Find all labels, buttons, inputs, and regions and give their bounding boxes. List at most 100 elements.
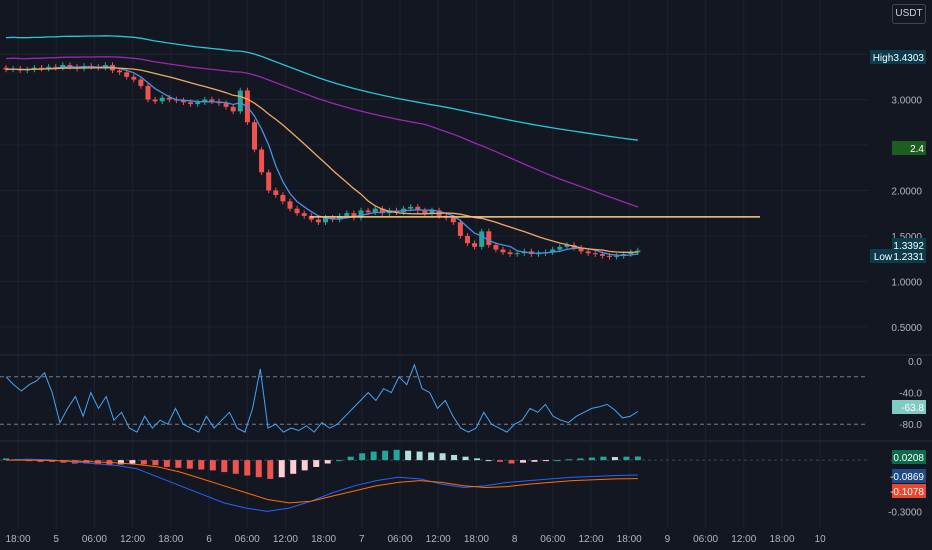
candle-body — [280, 195, 286, 202]
macd-histogram-bar — [485, 460, 492, 462]
macd-histogram-bar — [623, 456, 630, 461]
x-tick-label: 5 — [53, 534, 59, 545]
candle-body — [181, 100, 186, 103]
ma-teal-line — [5, 35, 638, 141]
candle-body — [422, 210, 428, 214]
macd-histogram-bar — [600, 456, 607, 461]
x-tick-label: 6 — [206, 534, 212, 545]
low-tag-label: Low — [874, 252, 893, 263]
x-tick-label: 12:00 — [578, 534, 603, 545]
candle-body — [351, 213, 357, 218]
level-tag: 2.4 — [910, 144, 924, 155]
candle-body — [152, 99, 158, 102]
y-tick-label: 0.5000 — [891, 323, 922, 334]
currency-button[interactable]: USDT — [892, 4, 926, 24]
candle-body — [223, 103, 229, 107]
macd-line — [5, 458, 638, 512]
last-price-tag-bg — [892, 238, 926, 252]
macd-histogram-bar — [611, 457, 618, 461]
price-panel[interactable] — [3, 35, 761, 260]
candle-body — [259, 149, 265, 173]
macd-histogram-bar — [175, 460, 182, 468]
macd-histogram-bar — [508, 460, 515, 464]
candle-body — [145, 85, 151, 100]
candle-body — [472, 243, 478, 247]
high-tag-bg — [896, 50, 926, 64]
macd-histogram-bar — [221, 460, 228, 473]
candle-body — [635, 250, 641, 253]
x-tick-label: 06:00 — [387, 534, 412, 545]
macd-histogram-bar — [140, 460, 147, 465]
candle-body — [379, 208, 385, 214]
candle-body — [308, 215, 314, 220]
macd-histogram-bar — [370, 451, 377, 461]
macd-histogram-bar — [416, 451, 423, 461]
x-tick-label: 18:00 — [617, 534, 642, 545]
macd-line-tag: -0.0869 — [890, 472, 924, 483]
signal-line-tag: -0.1078 — [890, 487, 924, 498]
macd-histogram-bar — [152, 460, 159, 466]
candle-body — [301, 213, 307, 216]
macd-histogram-bar — [542, 460, 549, 462]
x-tick-label: 12:00 — [426, 534, 451, 545]
candle-body — [294, 208, 300, 214]
high-tag-label-bg — [870, 50, 896, 64]
macd-histogram-bar — [359, 453, 366, 461]
macd-histogram-bar — [520, 460, 527, 463]
candle-body — [479, 231, 485, 247]
x-tick-label: 12:00 — [273, 534, 298, 545]
candle-body — [46, 66, 52, 69]
candle-body — [323, 217, 328, 223]
candle-body — [585, 251, 591, 254]
macd-histogram-bar — [267, 460, 274, 479]
x-tick-label: 12:00 — [731, 534, 756, 545]
x-tick-label: 18:00 — [769, 534, 794, 545]
candle-body — [188, 102, 194, 105]
macd-histogram-bar — [313, 460, 320, 467]
candle-body — [202, 99, 208, 103]
macd-panel[interactable] — [0, 449, 868, 512]
candle-body — [266, 172, 272, 191]
macd-tick-label: -0.3000 — [888, 507, 922, 518]
candle-body — [159, 97, 165, 102]
candle-body — [607, 255, 612, 257]
wr-tick-label: -40.0 — [899, 389, 922, 400]
macd-histogram-bar — [244, 460, 251, 476]
candle-body — [60, 65, 66, 68]
macd-histogram-bar — [439, 453, 446, 461]
macd-histogram-bar — [278, 460, 285, 478]
candle-body — [429, 210, 435, 214]
x-tick-label: 10 — [815, 534, 827, 545]
low-tag-bg — [896, 249, 926, 263]
candle-body — [450, 217, 456, 223]
macd-histogram-bar — [451, 454, 458, 461]
candle-body — [344, 213, 350, 216]
candle-body — [209, 99, 215, 102]
y-tick-label: 2.0000 — [891, 186, 922, 197]
candle-body — [166, 97, 172, 100]
candle-body — [315, 219, 321, 223]
candle-body — [486, 231, 492, 245]
low-tag-label-bg — [870, 249, 896, 263]
macd-histogram-bar — [3, 458, 9, 461]
ma-mid-line — [5, 67, 638, 253]
candle-body — [358, 210, 364, 218]
x-tick-label: 9 — [665, 534, 671, 545]
macd-histogram-bar — [382, 450, 389, 461]
macd-histogram-bar — [474, 458, 481, 461]
macd-histogram-bar — [497, 460, 504, 462]
macd-histogram-bar — [186, 460, 193, 469]
williams-r-panel[interactable] — [0, 363, 868, 433]
candle-body — [287, 201, 293, 209]
candle-body — [507, 252, 513, 255]
candle-body — [592, 253, 598, 255]
macd-histogram-bar — [393, 449, 400, 461]
candle-body — [53, 66, 59, 68]
candle-body — [365, 210, 371, 213]
macd-histogram-bar — [347, 456, 354, 461]
macd-histogram-bar — [301, 460, 308, 471]
y-tick-label: 1.5000 — [891, 232, 922, 243]
x-tick-label: 06:00 — [693, 534, 718, 545]
